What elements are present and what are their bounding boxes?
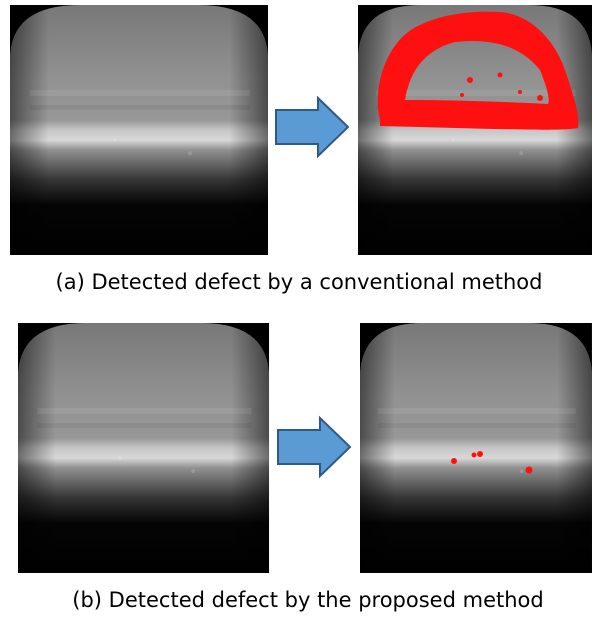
caption: (a) Detected defect by a conventional me… — [56, 270, 543, 294]
input-image — [18, 323, 269, 573]
input-image — [10, 5, 268, 255]
caption: (b) Detected defect by the proposed meth… — [72, 588, 543, 612]
defect-overlay — [377, 11, 579, 130]
result-image — [360, 323, 592, 573]
result-image — [358, 5, 592, 255]
arrow — [275, 95, 350, 159]
defect-overlay — [451, 451, 533, 474]
arrow — [277, 415, 352, 479]
